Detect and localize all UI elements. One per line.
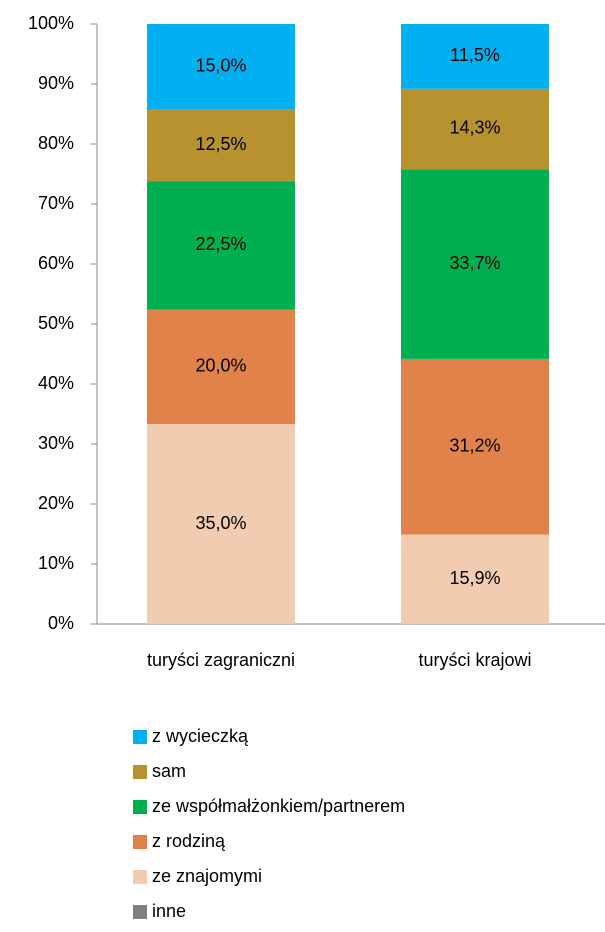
y-tick-label: 100% xyxy=(28,13,74,33)
bar-segment xyxy=(401,88,549,170)
y-tick-label: 90% xyxy=(38,73,74,93)
legend-swatch xyxy=(133,870,147,884)
legend-label: ze znajomymi xyxy=(152,866,262,886)
y-tick-label: 0% xyxy=(48,613,74,633)
y-tick-label: 50% xyxy=(38,313,74,333)
legend-swatch xyxy=(133,905,147,919)
data-label: 33,7% xyxy=(449,253,500,273)
y-tick-label: 70% xyxy=(38,193,74,213)
legend-label: sam xyxy=(152,761,186,781)
data-label: 15,0% xyxy=(195,56,246,76)
y-tick-label: 10% xyxy=(38,553,74,573)
bar-segment xyxy=(401,24,549,89)
data-label: 31,2% xyxy=(449,435,500,455)
bar-segment xyxy=(401,169,549,359)
data-label: 14,3% xyxy=(449,118,500,138)
bar-segment xyxy=(147,109,295,182)
data-label: 20,0% xyxy=(195,356,246,376)
legend-label: inne xyxy=(152,901,186,921)
legend-swatch xyxy=(133,800,147,814)
data-label: 12,5% xyxy=(195,134,246,154)
x-tick-label: turyści krajowi xyxy=(418,650,531,670)
bar-segment xyxy=(147,181,295,310)
legend-swatch xyxy=(133,730,147,744)
bar-segment xyxy=(147,309,295,424)
legend-swatch xyxy=(133,765,147,779)
y-tick-label: 80% xyxy=(38,133,74,153)
bar-segment xyxy=(147,24,295,110)
data-label: 15,9% xyxy=(449,568,500,588)
y-tick-label: 20% xyxy=(38,493,74,513)
bar-segment xyxy=(147,424,295,624)
data-label: 11,5% xyxy=(450,45,500,65)
legend-label: z rodziną xyxy=(152,831,226,851)
data-label: 22,5% xyxy=(195,234,246,254)
x-tick-label: turyści zagraniczni xyxy=(147,650,295,670)
y-tick-label: 40% xyxy=(38,373,74,393)
legend-swatch xyxy=(133,835,147,849)
bar-segment xyxy=(401,534,549,624)
y-tick-label: 60% xyxy=(38,253,74,273)
legend-label: z wycieczką xyxy=(152,726,249,746)
legend-label: ze współmałżonkiem/partnerem xyxy=(152,796,405,816)
bar-segment xyxy=(401,358,549,535)
y-tick-label: 30% xyxy=(38,433,74,453)
data-label: 35,0% xyxy=(195,513,246,533)
